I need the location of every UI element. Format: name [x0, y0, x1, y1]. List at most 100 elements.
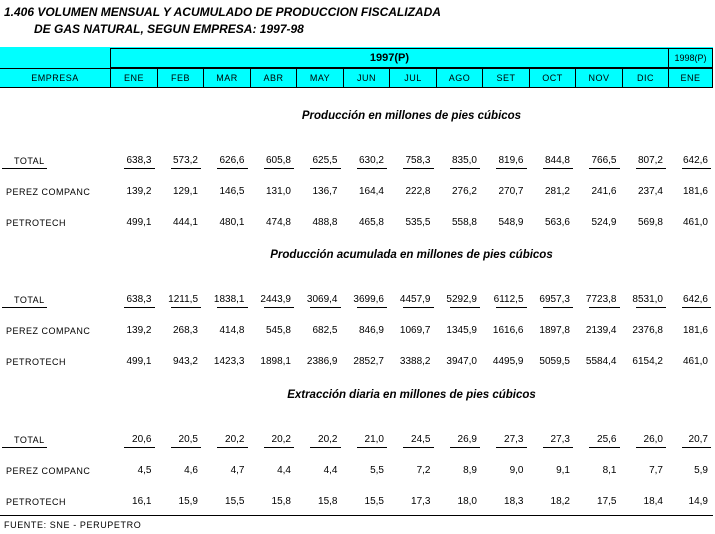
table-cell: 461,0: [682, 356, 708, 367]
table-cell: 7,7: [649, 465, 663, 476]
table-cell: 20,2: [271, 434, 291, 445]
table-cell: 268,3: [172, 325, 198, 336]
table-cell: 276,2: [451, 186, 477, 197]
month-header: MAR: [203, 68, 250, 88]
table-cell: 943,2: [172, 356, 198, 367]
table-cell: 20,2: [318, 434, 338, 445]
table-cell: 6112,5: [493, 294, 524, 305]
table-cell: 237,4: [637, 186, 663, 197]
month-header: JUN: [342, 68, 390, 88]
table-cell: 139,2: [126, 186, 152, 197]
table-cell: 16,1: [132, 496, 152, 507]
table-cell: 1616,6: [492, 325, 524, 336]
table-cell: 164,4: [358, 186, 384, 197]
table-cell: 625,5: [312, 155, 338, 166]
table-cell: 5059,5: [539, 356, 570, 367]
table-cell: 8531,0: [632, 294, 663, 305]
table-cell: 26,0: [643, 434, 663, 445]
table-cell: 14,9: [688, 496, 708, 507]
table-cell: 4457,9: [399, 294, 431, 305]
table-cell: 20,2: [225, 434, 245, 445]
table-cell: 3699,6: [353, 294, 384, 305]
table-cell: 241,6: [591, 186, 617, 197]
table-cell: 819,6: [498, 155, 524, 166]
table-cell: 18,0: [457, 496, 477, 507]
table-cell: 1211,5: [168, 294, 198, 305]
month-header: MAY: [296, 68, 343, 88]
table-cell: 558,8: [451, 217, 477, 228]
table-cell: 1345,9: [446, 325, 477, 336]
table-cell: 766,5: [591, 155, 617, 166]
section-title: Producción en millones de pies cúbicos: [301, 110, 522, 122]
table-cell: 24,5: [411, 434, 431, 445]
month-header: SET: [482, 68, 529, 88]
table-cell: 573,2: [172, 155, 198, 166]
table-cell: 835,0: [451, 155, 477, 166]
table-cell: 270,7: [498, 186, 524, 197]
table-cell: 6154,2: [632, 356, 663, 367]
table-cell: 15,5: [364, 496, 384, 507]
month-header: FEB: [156, 68, 204, 88]
table-cell: 17,5: [597, 496, 617, 507]
table-title-line-1: 1.406 VOLUMEN MENSUAL Y ACUMULADO DE PRO…: [4, 5, 441, 19]
row-label: PEREZ COMPANC: [6, 326, 91, 336]
table-cell: 1069,7: [399, 325, 431, 336]
row-label: TOTAL: [14, 435, 45, 445]
table-cell: 563,6: [544, 217, 570, 228]
table-cell: 15,8: [318, 496, 338, 507]
table-cell: 807,2: [637, 155, 663, 166]
table-cell: 844,8: [544, 155, 570, 166]
table-cell: 461,0: [682, 217, 708, 228]
table-cell: 20,5: [178, 434, 198, 445]
table-cell: 4,7: [230, 465, 245, 476]
table-cell: 444,1: [172, 217, 198, 228]
table-cell: 4,6: [184, 465, 198, 476]
table-cell: 846,9: [358, 325, 384, 336]
table-cell: 642,6: [682, 155, 708, 166]
table-cell: 181,6: [682, 186, 708, 197]
table-cell: 414,8: [219, 325, 245, 336]
table-cell: 20,7: [688, 434, 708, 445]
month-header: ENE: [668, 68, 713, 88]
table-cell: 638,3: [126, 155, 152, 166]
table-cell: 5,9: [694, 465, 708, 476]
row-label: PEREZ COMPANC: [6, 466, 91, 476]
table-cell: 605,8: [265, 155, 291, 166]
month-header: ENE: [110, 68, 157, 88]
bottom-rule: [0, 515, 713, 516]
table-cell: 18,2: [550, 496, 570, 507]
month-header: JUL: [389, 68, 436, 88]
table-cell: 3069,4: [306, 294, 338, 305]
table-cell: 9,1: [556, 465, 570, 476]
table-cell: 499,1: [126, 356, 152, 367]
table-cell: 4,4: [277, 465, 291, 476]
table-cell: 545,8: [265, 325, 291, 336]
month-header: AGO: [435, 68, 483, 88]
table-cell: 8,9: [463, 465, 477, 476]
table-cell: 15,8: [271, 496, 291, 507]
table-cell: 758,3: [405, 155, 431, 166]
table-cell: 5,5: [370, 465, 384, 476]
table-cell: 630,2: [358, 155, 384, 166]
year-1998-header: 1998(P): [668, 48, 713, 68]
table-cell: 6957,3: [539, 294, 570, 305]
section-title: Producción acumulada en millones de pies…: [270, 249, 553, 261]
table-cell: 4495,9: [492, 356, 524, 367]
table-cell: 474,8: [265, 217, 291, 228]
table-cell: 21,0: [364, 434, 384, 445]
table-cell: 8,1: [602, 465, 617, 476]
month-header: OCT: [528, 68, 576, 88]
table-cell: 488,8: [312, 217, 338, 228]
table-cell: 139,2: [126, 325, 152, 336]
row-label: PEREZ COMPANC: [6, 187, 91, 197]
total-underline: [2, 168, 711, 169]
table-cell: 5292,9: [446, 294, 477, 305]
table-cell: 569,8: [637, 217, 663, 228]
table-cell: 642,6: [682, 294, 708, 305]
table-cell: 26,9: [457, 434, 477, 445]
row-label: TOTAL: [14, 295, 45, 305]
table-cell: 15,5: [225, 496, 245, 507]
table-cell: 535,5: [405, 217, 431, 228]
month-header: NOV: [575, 68, 622, 88]
row-label: PETROTECH: [6, 497, 67, 507]
